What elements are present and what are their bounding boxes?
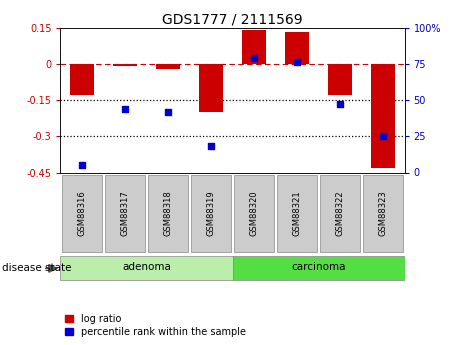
FancyBboxPatch shape [363, 175, 403, 252]
Text: GSM88318: GSM88318 [164, 190, 173, 236]
Bar [113, 64, 137, 66]
Bar [242, 30, 266, 64]
Point [164, 109, 172, 115]
Bar [199, 64, 223, 112]
Title: GDS1777 / 2111569: GDS1777 / 2111569 [162, 12, 303, 27]
FancyBboxPatch shape [105, 175, 145, 252]
FancyBboxPatch shape [60, 256, 232, 280]
Text: GSM88322: GSM88322 [336, 190, 345, 236]
Text: GSM88319: GSM88319 [206, 190, 215, 236]
FancyBboxPatch shape [191, 175, 231, 252]
Point [121, 106, 129, 111]
Text: GSM88321: GSM88321 [292, 190, 301, 236]
FancyBboxPatch shape [234, 175, 274, 252]
Text: carcinoma: carcinoma [291, 263, 346, 272]
Text: GSM88320: GSM88320 [250, 190, 259, 236]
Text: GSM88317: GSM88317 [120, 190, 129, 236]
Text: disease state: disease state [2, 264, 72, 273]
Bar [156, 64, 180, 69]
Point [293, 60, 301, 65]
Point [336, 102, 344, 107]
Point [207, 144, 215, 149]
FancyBboxPatch shape [62, 175, 102, 252]
Text: adenoma: adenoma [122, 263, 171, 272]
FancyBboxPatch shape [232, 256, 405, 280]
Point [250, 55, 258, 61]
Text: GSM88323: GSM88323 [379, 190, 387, 236]
Bar [328, 64, 352, 95]
Bar [371, 64, 395, 168]
Text: GSM88316: GSM88316 [78, 190, 86, 236]
FancyBboxPatch shape [148, 175, 188, 252]
Point [379, 134, 387, 139]
Bar [70, 64, 94, 95]
FancyBboxPatch shape [320, 175, 360, 252]
Bar [285, 32, 309, 64]
FancyBboxPatch shape [277, 175, 317, 252]
Legend: log ratio, percentile rank within the sample: log ratio, percentile rank within the sa… [65, 314, 246, 337]
Point [78, 162, 86, 168]
